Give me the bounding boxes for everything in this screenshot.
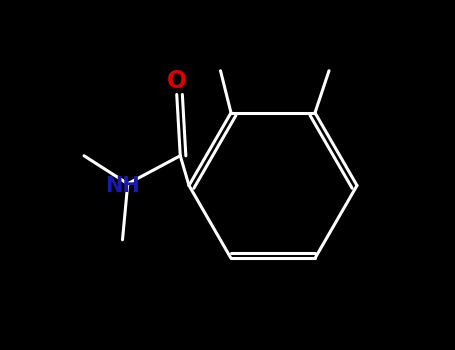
Text: NH: NH bbox=[105, 175, 140, 196]
Text: O: O bbox=[167, 69, 187, 92]
